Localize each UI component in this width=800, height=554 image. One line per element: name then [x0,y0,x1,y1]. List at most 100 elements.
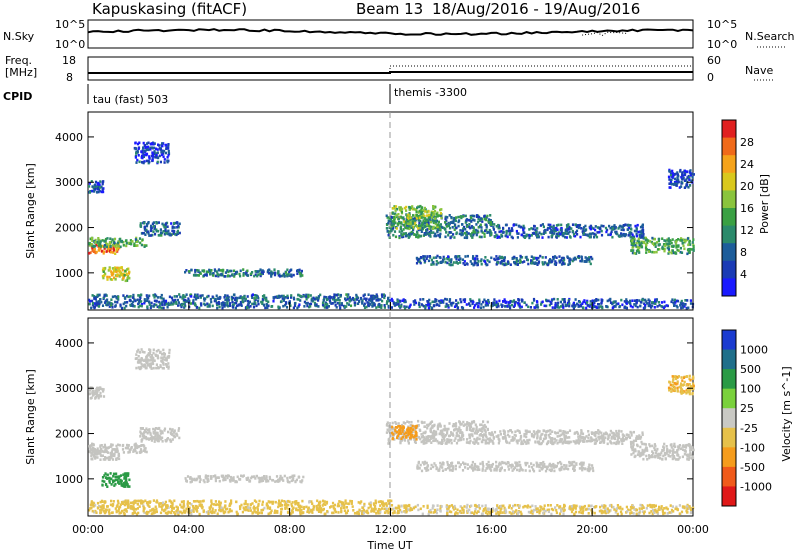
velocity-cell [122,484,125,488]
noise-right-tick-top: 10^5 [707,18,737,31]
velocity-cell [125,510,128,513]
power-cell [434,232,437,236]
power-cell [530,262,533,265]
velocity-cell [258,478,261,481]
velocity-cell [224,478,227,482]
power-cell [111,267,114,270]
power-cell [449,221,452,224]
power-cell [584,224,587,228]
power-cell [638,240,641,243]
power-cell [103,243,106,247]
power-cell [484,229,487,233]
velocity-cell [284,503,287,506]
power-cell [264,306,267,310]
power-cell [685,238,689,242]
velocity-cell [207,478,210,481]
power-cell [476,255,479,258]
power-cell [446,216,449,219]
power-cell [274,295,277,299]
velocity-cell [189,480,192,484]
power-cell [296,297,299,301]
velocity-cell [161,358,164,361]
velocity-cell [265,503,268,507]
power-cell [115,243,118,246]
power-cell [507,303,510,306]
velocity-cell [205,477,208,480]
power-cell [145,299,149,303]
power-cell [661,237,664,240]
power-cell [91,299,94,303]
velocity-cell [190,512,193,516]
power-cell [571,223,575,226]
power-cell [591,306,594,309]
power-cell [692,173,695,176]
power-cell [432,211,435,215]
power-cell [663,249,666,253]
power-cell [155,147,158,151]
power-cell [554,228,557,232]
power-cell [633,242,636,245]
power-cell [167,152,171,155]
power-cell [590,255,593,259]
power-cell [498,299,501,303]
velocity-cell [102,458,105,461]
velocity-cell [110,456,113,459]
power-cell [106,301,109,305]
power-cell [425,219,428,223]
power-cell [492,301,495,305]
power-cell [231,273,234,276]
velocity-cell [199,503,202,506]
velocity-cell [274,509,277,513]
power-cell [127,295,130,299]
power-cell [677,175,680,178]
power-cell [626,228,629,231]
power-cell [676,248,679,252]
power-cell [437,227,440,231]
velocity-cell [106,485,109,488]
power-cell [316,297,319,300]
velocity-cell [387,511,390,515]
velocity-cell [177,511,180,514]
power-cell [578,304,581,308]
power-cell [477,302,481,305]
power-cell [631,299,634,302]
velocity-cell [375,512,378,515]
velocity-cell [281,477,284,480]
power-cell [223,303,226,307]
power-cell [150,224,153,228]
velocity-cell [357,501,360,504]
velocity-cell [112,453,115,456]
velocity-cell [300,509,303,512]
velocity-cell [156,431,159,435]
power-cell [579,235,582,239]
power-cell [218,295,221,299]
power-cell [406,227,409,230]
power-cell [611,235,614,239]
power-cell [350,298,353,301]
velocity-cell [436,427,439,431]
power-cell [88,191,91,194]
velocity-cell [110,511,113,515]
power-cell [305,293,308,297]
velocity-cell [190,509,193,512]
velocity-cell [195,505,198,508]
power-cell [159,296,162,299]
power-cell [140,243,143,247]
velocity-cell [97,388,100,392]
power-cell [651,242,654,245]
power-cell [438,224,441,227]
power-cell [89,300,92,303]
power-cell [488,228,491,232]
power-cell [656,305,659,308]
velocity-cell [278,477,281,481]
velocity-cell [323,500,326,503]
velocity-cell [154,434,157,438]
power-cell [463,298,467,301]
velocity-cell [300,505,303,509]
power-cell [182,294,185,297]
velocity-cell [268,477,272,481]
power-cell [267,304,270,308]
power-cell [636,223,639,227]
velocity-cell [167,510,170,514]
power-cell [572,257,575,261]
